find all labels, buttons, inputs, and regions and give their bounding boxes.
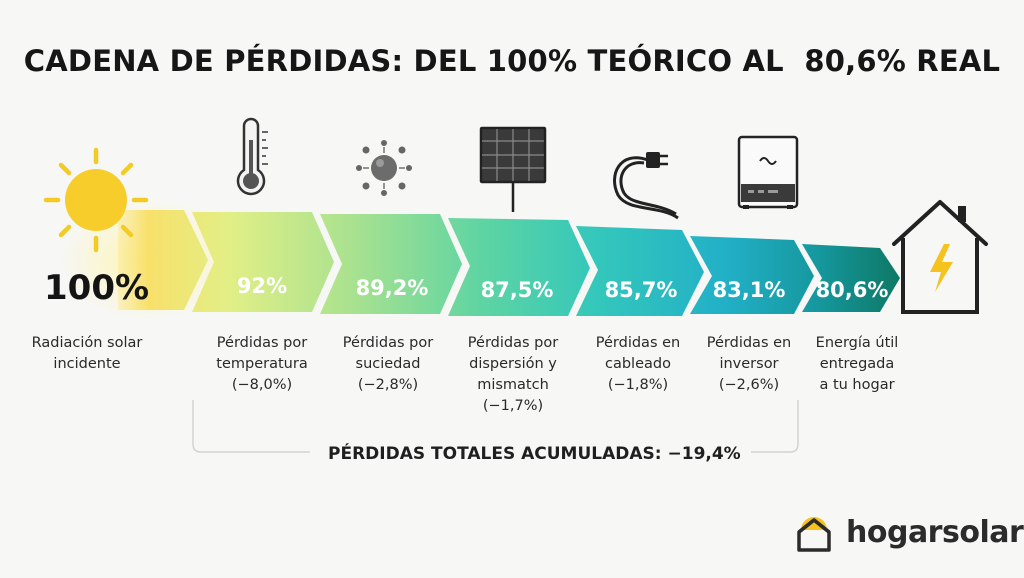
inverter-icon [737, 135, 799, 209]
step-value: 87,5% [481, 278, 554, 302]
step-label: Energía útil entregada a tu hogar [782, 333, 932, 396]
label-line: temperatura [216, 356, 308, 372]
step-label: Pérdidas en cableado (−1,8%) [563, 333, 713, 396]
step-label: Pérdidas por dispersión y mismatch (−1,7… [438, 333, 588, 417]
chevron-segment-5 [690, 236, 814, 314]
chevron-band [118, 210, 900, 316]
sun-icon [43, 147, 149, 253]
dirt-particles-icon [356, 140, 412, 196]
solar-panel-icon [479, 126, 547, 212]
label-line: Pérdidas por [467, 335, 559, 351]
label-line: Radiación solar [31, 335, 143, 351]
label-line: suciedad [355, 356, 421, 372]
label-line: Pérdidas en [595, 335, 681, 351]
chevron-segment-1 [192, 212, 334, 312]
label-line: (−2,6%) [718, 377, 780, 393]
label-line: Pérdidas por [342, 335, 434, 351]
label-line: mismatch [477, 377, 549, 393]
label-line: Energía útil [815, 335, 899, 351]
label-line: dispersión y [469, 356, 557, 372]
start-label: Radiación solar incidente [12, 333, 162, 375]
step-label: Pérdidas en inversor (−2,6%) [674, 333, 824, 396]
step-value: 80,6% [816, 278, 889, 302]
step-value: 89,2% [356, 276, 429, 300]
label-line: (−1,7%) [482, 398, 544, 414]
label-line: entregada [819, 356, 895, 372]
step-label: Pérdidas por temperatura (−8,0%) [187, 333, 337, 396]
total-losses-label: PÉRDIDAS TOTALES ACUMULADAS: −19,4% [318, 444, 751, 464]
start-value: 100% [44, 268, 150, 308]
label-line: (−1,8%) [607, 377, 669, 393]
label-line: a tu hogar [819, 377, 895, 393]
step-value: 92% [237, 274, 287, 298]
step-value: 85,7% [605, 278, 678, 302]
label-line: cableado [605, 356, 671, 372]
label-line: (−2,8%) [357, 377, 419, 393]
house-lightning-icon [892, 200, 988, 314]
label-line: Pérdidas por [216, 335, 308, 351]
thermometer-icon [236, 117, 268, 196]
chevron-segment-3 [448, 218, 590, 316]
hogarsolar-logo-icon [797, 517, 831, 552]
page-title: CADENA DE PÉRDIDAS: DEL 100% TEÓRICO AL … [23, 44, 1001, 78]
label-line: inversor [719, 356, 779, 372]
chevron-segment-6 [802, 244, 900, 312]
total-losses-bracket [192, 400, 799, 453]
cable-plug-icon [613, 152, 679, 220]
step-label: Pérdidas por suciedad (−2,8%) [313, 333, 463, 396]
chevron-segment-2 [320, 214, 462, 314]
label-line: (−8,0%) [231, 377, 293, 393]
chevron-segment-4 [576, 226, 704, 316]
brand-name: hogarsolar [846, 515, 1024, 550]
label-line: Pérdidas en [706, 335, 792, 351]
step-value: 83,1% [713, 278, 786, 302]
chevron-segment-0 [118, 210, 208, 310]
label-line: incidente [53, 356, 121, 372]
